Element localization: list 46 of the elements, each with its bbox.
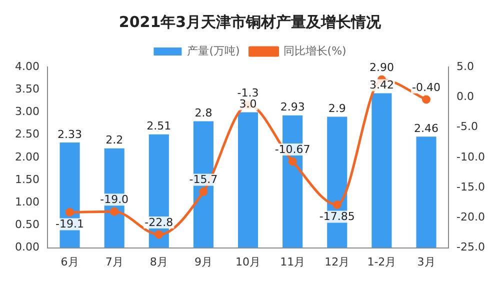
y2-tick-label: 0.0 — [456, 90, 474, 103]
data-label: 2.46 — [414, 122, 439, 135]
chart-title: 2021年3月天津市铜材产量及增长情况 — [118, 12, 382, 31]
y-tick-label: 2.50 — [14, 128, 40, 141]
y-tick-label: 3.50 — [14, 82, 40, 96]
x-tick-label: 11月 — [280, 255, 306, 268]
y2-tick-label: -10.0 — [456, 150, 486, 164]
data-label: -19.1 — [56, 218, 84, 231]
data-label: -17.85 — [319, 210, 355, 224]
data-label: -1.3 — [237, 86, 259, 100]
legend-label: 同比增长(%) — [283, 44, 346, 58]
y-tick-label: 0.00 — [14, 240, 40, 254]
data-label: -22.8 — [144, 216, 174, 229]
data-label: 2.33 — [58, 128, 82, 141]
y-tick-label: 2.00 — [14, 150, 40, 164]
data-label: 3.0 — [239, 98, 257, 111]
y-tick-label: 4.00 — [14, 60, 40, 73]
y2-tick-label: 5.0 — [456, 60, 474, 73]
y2-tick-label: -15.0 — [456, 180, 486, 194]
y-tick-label: 3.00 — [14, 105, 40, 118]
x-tick-label: 7月 — [105, 255, 124, 268]
data-label: 2.93 — [280, 100, 305, 114]
data-label: 2.2 — [106, 134, 124, 147]
y2-tick-label: -5.0 — [456, 120, 478, 134]
y2-tick-label: -25.0 — [456, 240, 486, 254]
data-label: 2.90 — [369, 61, 394, 74]
x-tick-label: 1-2月 — [367, 255, 396, 268]
data-label: -15.7 — [189, 173, 218, 186]
x-tick-label: 6月 — [60, 255, 79, 268]
legend-label: 产量(万吨) — [187, 44, 240, 58]
data-label: 3.42 — [369, 78, 394, 92]
data-label: 2.51 — [146, 120, 172, 133]
data-label: 2.9 — [328, 102, 346, 116]
y-tick-label: 1.00 — [14, 195, 40, 208]
x-tick-label: 3月 — [417, 255, 436, 268]
y-tick-label: 1.50 — [14, 172, 40, 186]
x-tick-label: 12月 — [324, 255, 350, 268]
data-label: -10.67 — [274, 142, 310, 156]
x-tick-label: 10月 — [236, 255, 261, 268]
data-label: -0.40 — [412, 80, 440, 94]
y-tick-label: 0.50 — [14, 218, 40, 232]
data-label: -19.0 — [100, 193, 129, 206]
y2-tick-label: -20.0 — [456, 210, 486, 224]
x-tick-label: 9月 — [194, 255, 212, 268]
x-tick-label: 8月 — [150, 255, 168, 268]
data-label: 2.8 — [194, 106, 212, 120]
